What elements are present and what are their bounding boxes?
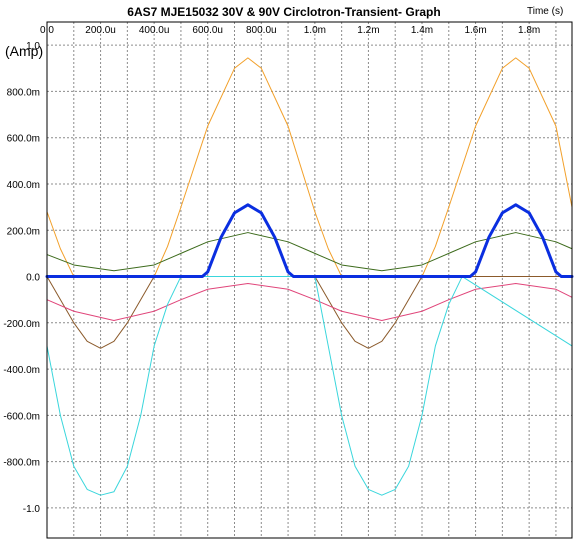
series-layer <box>45 57 574 496</box>
x-tick-label: 1.0m <box>304 25 326 36</box>
plot-frame <box>46 21 573 539</box>
y-tick-label: 200.0m <box>7 226 40 237</box>
series-line-magenta <box>46 282 573 321</box>
y-tick-label: 800.0m <box>7 87 40 98</box>
y-tick-labels: 1.0 800.0m 600.0m 400.0m 200.0m 0.0 -200.0m -40… <box>3 41 40 515</box>
x-tick-label: 1.8m <box>518 25 540 36</box>
y-tick-label: 1.0 <box>26 41 40 52</box>
x-axis-label: Time (s) <box>527 6 563 17</box>
y-tick-label: -800.0m <box>3 458 40 469</box>
y-tick-label: -200.0m <box>3 319 40 330</box>
y-axis-label: (Amp) <box>5 43 43 59</box>
y-tick-label: 0.0 <box>26 273 40 284</box>
y-tick-label: -1.0 <box>23 504 41 515</box>
series-line-orange <box>46 57 573 278</box>
y-tick-label: 400.0m <box>7 180 40 191</box>
x-tick-label: 1.4m <box>411 25 433 36</box>
chart-title: 6AS7 MJE15032 30V & 90V Circlotron-Trans… <box>127 5 440 19</box>
x-tick-label: 1.6m <box>464 25 486 36</box>
grid <box>47 22 572 538</box>
series-line-cyan <box>46 276 573 496</box>
x-tick-label: 600.0u <box>192 25 223 36</box>
y-tick-label: 600.0m <box>7 134 40 145</box>
y-tick-label: -600.0m <box>3 411 40 422</box>
x-tick-label: 1.2m <box>357 25 379 36</box>
y-tick-label: -400.0m <box>3 365 40 376</box>
x-tick-label: 400.0u <box>139 25 170 36</box>
x-tick-label: 200.0u <box>85 25 116 36</box>
x-tick-label: 800.0u <box>246 25 277 36</box>
series-line-blue <box>45 203 574 279</box>
